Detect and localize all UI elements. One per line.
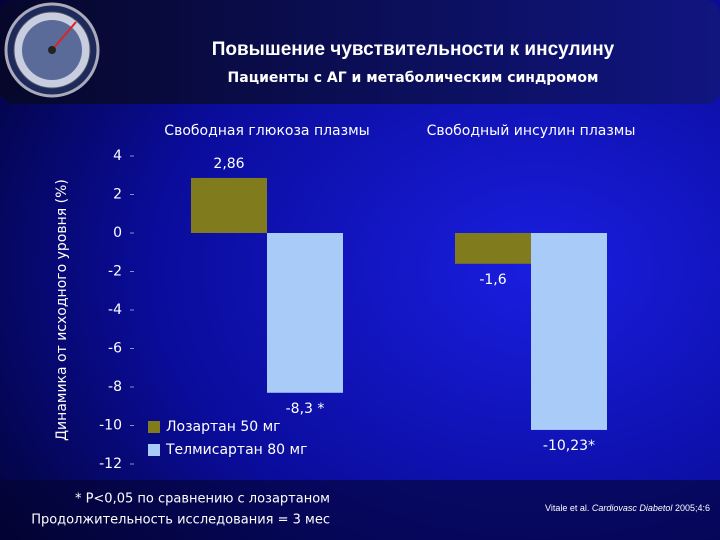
footnote: * P<0,05 по сравнению с лозартаном	[75, 492, 330, 507]
y-tick-label: -12	[99, 456, 122, 472]
y-tick-label: 4	[113, 148, 122, 164]
footnote: Продолжительность исследования = 3 мес	[31, 513, 330, 528]
value-label: 2,86	[213, 156, 244, 172]
value-label: -8,3 *	[286, 401, 325, 417]
header-band	[0, 0, 720, 104]
chart-title: Повышение чувствительности к инсулину	[212, 39, 615, 60]
citation-ref: 2005;4:6	[675, 503, 710, 513]
citation-journal: Cardiovasc Diabetol	[592, 503, 674, 513]
bar	[191, 177, 267, 233]
value-label: -1,6	[479, 272, 506, 288]
y-tick-label: -8	[108, 379, 122, 395]
x-category-label: Свободный инсулин плазмы	[427, 123, 636, 139]
y-tick-label: -2	[108, 264, 122, 280]
y-tick-label: 2	[113, 187, 122, 203]
y-tick-label: -6	[108, 341, 122, 357]
x-category-label: Свободная глюкоза плазмы	[164, 123, 369, 139]
bar	[531, 233, 607, 430]
y-tick-label: 0	[113, 225, 122, 241]
value-label: -10,23*	[543, 438, 595, 454]
y-tick-label: -4	[108, 302, 122, 318]
y-axis-label: Динамика от исходного уровня (%)	[54, 179, 70, 441]
gauge-icon	[4, 2, 100, 98]
y-tick-label: -10	[99, 418, 122, 434]
citation: Vitale et al. Cardiovasc Diabetol 2005;4…	[545, 503, 710, 513]
bar	[455, 233, 531, 264]
chart-subtitle: Пациенты с АГ и метаболическим синдромом	[228, 70, 599, 86]
bar	[267, 233, 343, 393]
legend-label: Лозартан 50 мг	[166, 419, 281, 435]
citation-authors: Vitale et al.	[545, 503, 589, 513]
footer-band	[0, 480, 720, 540]
legend-swatch	[148, 444, 160, 456]
legend-label: Телмисартан 80 мг	[165, 442, 307, 458]
legend-swatch	[148, 421, 160, 433]
